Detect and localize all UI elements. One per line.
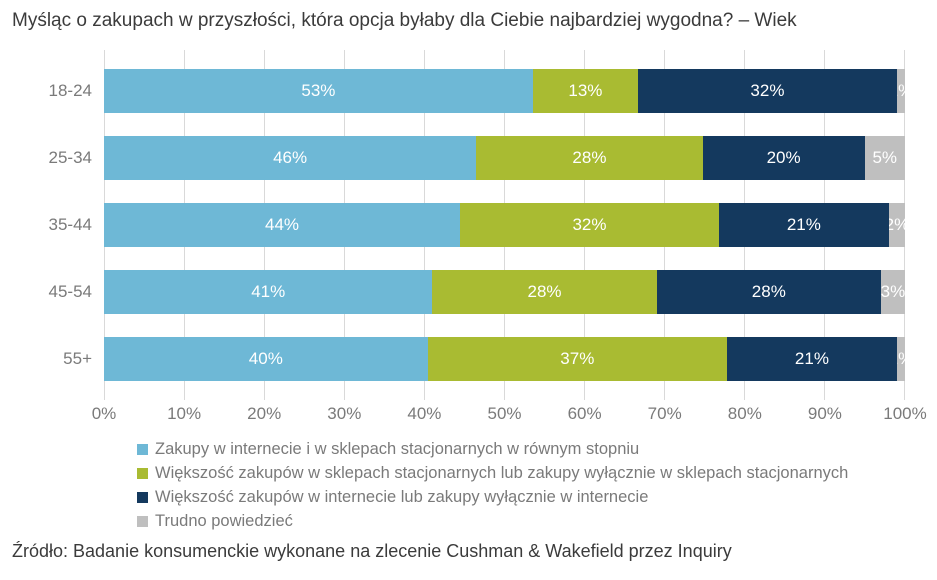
- stacked-bar: 53%13%32%1%: [104, 69, 905, 113]
- legend-swatch: [137, 492, 148, 503]
- legend-item: Większość zakupów w internecie lub zakup…: [137, 488, 925, 507]
- bar-segment: 28%: [432, 270, 656, 314]
- x-tick-label: 80%: [728, 404, 762, 424]
- source-caption: Źródło: Badanie konsumenckie wykonane na…: [12, 541, 925, 562]
- bar-segment: 20%: [703, 136, 865, 180]
- stacked-bar: 44%32%21%2%: [104, 203, 905, 247]
- legend-item: Trudno powiedzieć: [137, 512, 925, 531]
- bar-segment: 37%: [428, 337, 727, 381]
- chart-row: 55+40%37%21%1%: [104, 337, 905, 381]
- x-tick-label: 20%: [247, 404, 281, 424]
- chart-title: Myśląc o zakupach w przyszłości, która o…: [12, 10, 925, 32]
- bar-segment: 41%: [104, 270, 432, 314]
- legend-item: Zakupy w internecie i w sklepach stacjon…: [137, 440, 925, 459]
- stacked-bar: 41%28%28%3%: [104, 270, 905, 314]
- bar-segment: 1%: [897, 69, 905, 113]
- legend-label: Większość zakupów w internecie lub zakup…: [155, 488, 648, 507]
- legend-swatch: [137, 468, 148, 479]
- bar-segment: 32%: [638, 69, 897, 113]
- legend: Zakupy w internecie i w sklepach stacjon…: [137, 440, 925, 531]
- x-tick-label: 100%: [883, 404, 926, 424]
- legend-label: Trudno powiedzieć: [155, 512, 293, 531]
- x-tick-label: 30%: [327, 404, 361, 424]
- legend-label: Większość zakupów w sklepach stacjonarny…: [155, 464, 848, 483]
- x-tick-label: 70%: [648, 404, 682, 424]
- bar-segment: 1%: [897, 337, 905, 381]
- legend-label: Zakupy w internecie i w sklepach stacjon…: [155, 440, 639, 459]
- chart-plot-area: 18-2453%13%32%1% 25-3446%28%20%5% 35-4444%…: [104, 50, 905, 400]
- bar-segment: 2%: [889, 203, 905, 247]
- stacked-bar: 40%37%21%1%: [104, 337, 905, 381]
- legend-item: Większość zakupów w sklepach stacjonarny…: [137, 464, 925, 483]
- stacked-bar: 46%28%20%5%: [104, 136, 905, 180]
- category-label: 35-44: [12, 215, 92, 235]
- chart-row: 45-5441%28%28%3%: [104, 270, 905, 314]
- category-label: 45-54: [12, 282, 92, 302]
- bar-segment: 13%: [533, 69, 638, 113]
- bar-segment: 21%: [727, 337, 897, 381]
- bar-segment: 44%: [104, 203, 460, 247]
- x-tick-label: 60%: [568, 404, 602, 424]
- x-axis: 0%10%20%30%40%50%60%70%80%90%100%: [104, 404, 905, 430]
- x-tick-label: 0%: [92, 404, 117, 424]
- legend-swatch: [137, 516, 148, 527]
- x-tick-label: 50%: [487, 404, 521, 424]
- chart-row: 25-3446%28%20%5%: [104, 136, 905, 180]
- category-label: 55+: [12, 349, 92, 369]
- bar-segment: 5%: [865, 136, 905, 180]
- x-tick-label: 40%: [407, 404, 441, 424]
- legend-swatch: [137, 444, 148, 455]
- bar-segment: 32%: [460, 203, 719, 247]
- bar-segment: 46%: [104, 136, 476, 180]
- chart-row: 35-4444%32%21%2%: [104, 203, 905, 247]
- chart-rows: 18-2453%13%32%1% 25-3446%28%20%5% 35-4444%…: [104, 50, 905, 400]
- bar-segment: 53%: [104, 69, 533, 113]
- category-label: 25-34: [12, 148, 92, 168]
- x-tick-label: 10%: [167, 404, 201, 424]
- category-label: 18-24: [12, 81, 92, 101]
- bar-segment: 40%: [104, 337, 428, 381]
- bar-segment: 28%: [657, 270, 881, 314]
- bar-segment: 3%: [881, 270, 905, 314]
- chart-row: 18-2453%13%32%1%: [104, 69, 905, 113]
- x-tick-label: 90%: [808, 404, 842, 424]
- bar-segment: 28%: [476, 136, 703, 180]
- bar-segment: 21%: [719, 203, 889, 247]
